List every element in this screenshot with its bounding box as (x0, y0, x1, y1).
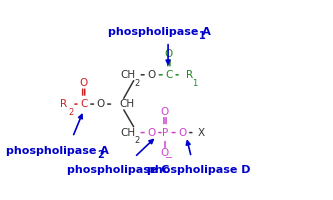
Text: O: O (161, 148, 169, 158)
Text: −: − (165, 153, 172, 163)
Text: 1: 1 (199, 31, 206, 41)
Text: O: O (178, 128, 186, 138)
Text: phospholipase A: phospholipase A (6, 146, 109, 156)
Text: phospholipase D: phospholipase D (147, 165, 251, 175)
Text: phospholipase A: phospholipase A (108, 27, 210, 37)
Text: 2: 2 (97, 150, 104, 160)
Text: X: X (198, 128, 205, 138)
Text: O: O (147, 70, 156, 80)
Text: O: O (161, 107, 169, 117)
Text: 2: 2 (134, 79, 139, 88)
Text: CH: CH (120, 70, 135, 80)
Text: O: O (96, 99, 105, 109)
Text: R: R (185, 70, 193, 80)
Text: CH: CH (119, 99, 134, 109)
Text: O: O (80, 78, 88, 88)
Text: 2: 2 (69, 108, 74, 117)
Text: C: C (80, 99, 87, 109)
Text: P: P (162, 128, 168, 138)
Text: phospholipase C: phospholipase C (67, 165, 169, 175)
Text: CH: CH (120, 128, 135, 138)
Text: 1: 1 (192, 79, 197, 88)
Text: O: O (147, 128, 156, 138)
Text: C: C (165, 70, 172, 80)
Text: R: R (60, 99, 67, 109)
Text: 2: 2 (134, 136, 139, 145)
Text: O: O (165, 49, 173, 59)
